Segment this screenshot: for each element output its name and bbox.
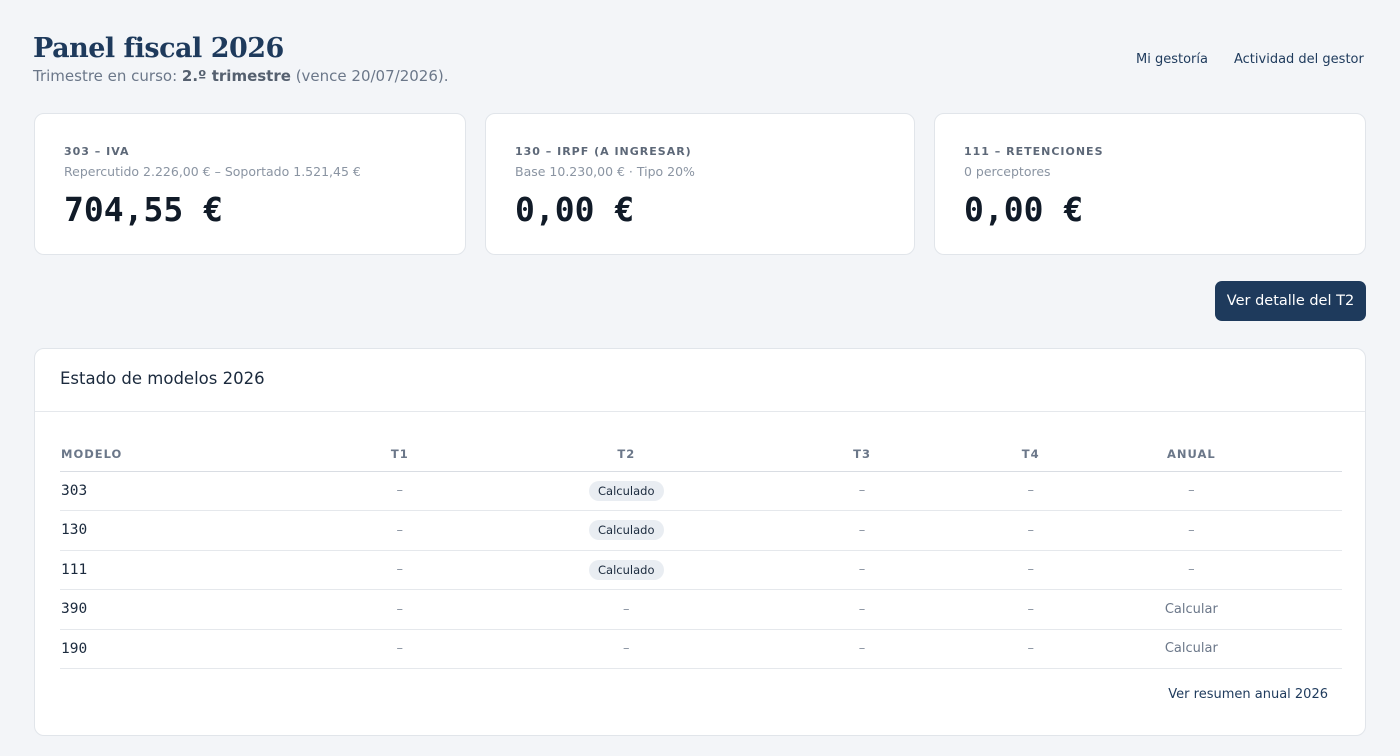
subtitle-bold: 2.º trimestre [181,67,291,85]
models-panel: Estado de modelos 2026 MODELO T1 T2 T3 T4 ANU… [34,348,1366,736]
panel-title: Estado de modelos 2026 [60,369,265,388]
status-badge: Calculado [589,480,664,501]
table-cell: 130 [60,510,251,551]
card-detail: Repercutido 2.226,00 € – Soportado 1.521… [64,164,361,179]
nav-link[interactable]: Mi gestoría [1136,52,1208,67]
table-cell: – [703,550,1021,590]
table-cell: Calcular [1040,589,1342,630]
status-badge: Calculado [589,520,664,541]
header-row: MODELO T1 T2 T3 T4 ANUAL [60,437,1342,472]
table-row: 303– Calculado – – – [60,471,1342,511]
annual-summary-link[interactable]: Ver resumen anual 2026 [1168,687,1328,702]
table-cell: 190 [60,629,251,669]
column-header: MODELO [60,437,251,472]
table-cell: – [1020,510,1041,551]
card-amount: 0,00 € [515,190,635,229]
separator [35,411,1365,412]
table-row: 190– – – – Calcular [60,629,1342,669]
table-cell: – [250,510,550,551]
card-amount: 704,55 € [64,190,223,229]
table-cell: – [549,589,704,630]
table-cell: Calculado [549,510,704,551]
table-cell: Calculado [549,471,704,511]
table-cell: – [1040,471,1342,511]
subtitle-suffix: (vence 20/07/2026). [295,67,449,85]
models-table: MODELO T1 T2 T3 T4 ANUAL 303– Calculado – – –130–… [60,437,1342,669]
table-row: 111– Calculado – – – [60,550,1342,590]
summary-card: 111 – RETENCIONES 0 perceptores 0,00 € [934,113,1366,255]
card-label: 303 – IVA [64,145,130,158]
card-detail: 0 perceptores [964,164,1051,179]
card-label: 111 – RETENCIONES [964,145,1104,158]
table-cell: Calculado [549,550,704,590]
column-header: T1 [250,437,550,472]
table-row: 130– Calculado – – – [60,510,1342,551]
card-detail: Base 10.230,00 € · Tipo 20% [515,164,695,179]
table-body: 303– Calculado – – –130– Calculado – – –111– Calc… [60,471,1342,669]
action-link[interactable]: Calcular [1164,641,1218,657]
table-cell: – [1040,510,1342,551]
table-cell: – [1020,589,1041,630]
column-header: T4 [1020,437,1041,472]
table-cell: – [250,471,550,511]
table-cell: – [549,629,704,669]
table-cell: – [1040,550,1342,590]
table-row: 390– – – – Calcular [60,589,1342,630]
table-cell: – [1020,471,1041,511]
card-amount: 0,00 € [964,190,1084,229]
table-cell: – [1020,550,1041,590]
page-title: Panel fiscal 2026 [33,33,284,64]
table-cell: – [703,629,1021,669]
nav-link[interactable]: Actividad del gestor [1234,52,1364,67]
column-header: T3 [703,437,1021,472]
table-cell: 111 [60,550,251,590]
summary-card: 130 – IRPF (A INGRESAR) Base 10.230,00 € … [485,113,915,255]
table-cell: 303 [60,471,251,511]
status-badge: Calculado [589,559,664,580]
table-cell: – [250,589,550,630]
subtitle: Trimestre en curso: 2.º trimestre (vence… [33,67,449,85]
detail-button[interactable]: Ver detalle del T2 [1215,281,1366,321]
table-cell: 390 [60,589,251,630]
table-cell: – [703,589,1021,630]
table-cell: – [250,629,550,669]
table-cell: – [250,550,550,590]
action-link[interactable]: Calcular [1164,601,1218,617]
table-cell: Calcular [1040,629,1342,669]
table-cell: – [703,471,1021,511]
column-header: T2 [549,437,704,472]
column-header: ANUAL [1040,437,1342,472]
table-cell: – [703,510,1021,551]
table-cell: – [1020,629,1041,669]
subtitle-prefix: Trimestre en curso: [33,67,178,85]
summary-card: 303 – IVA Repercutido 2.226,00 € – Soport… [34,113,466,255]
card-label: 130 – IRPF (A INGRESAR) [515,145,692,158]
